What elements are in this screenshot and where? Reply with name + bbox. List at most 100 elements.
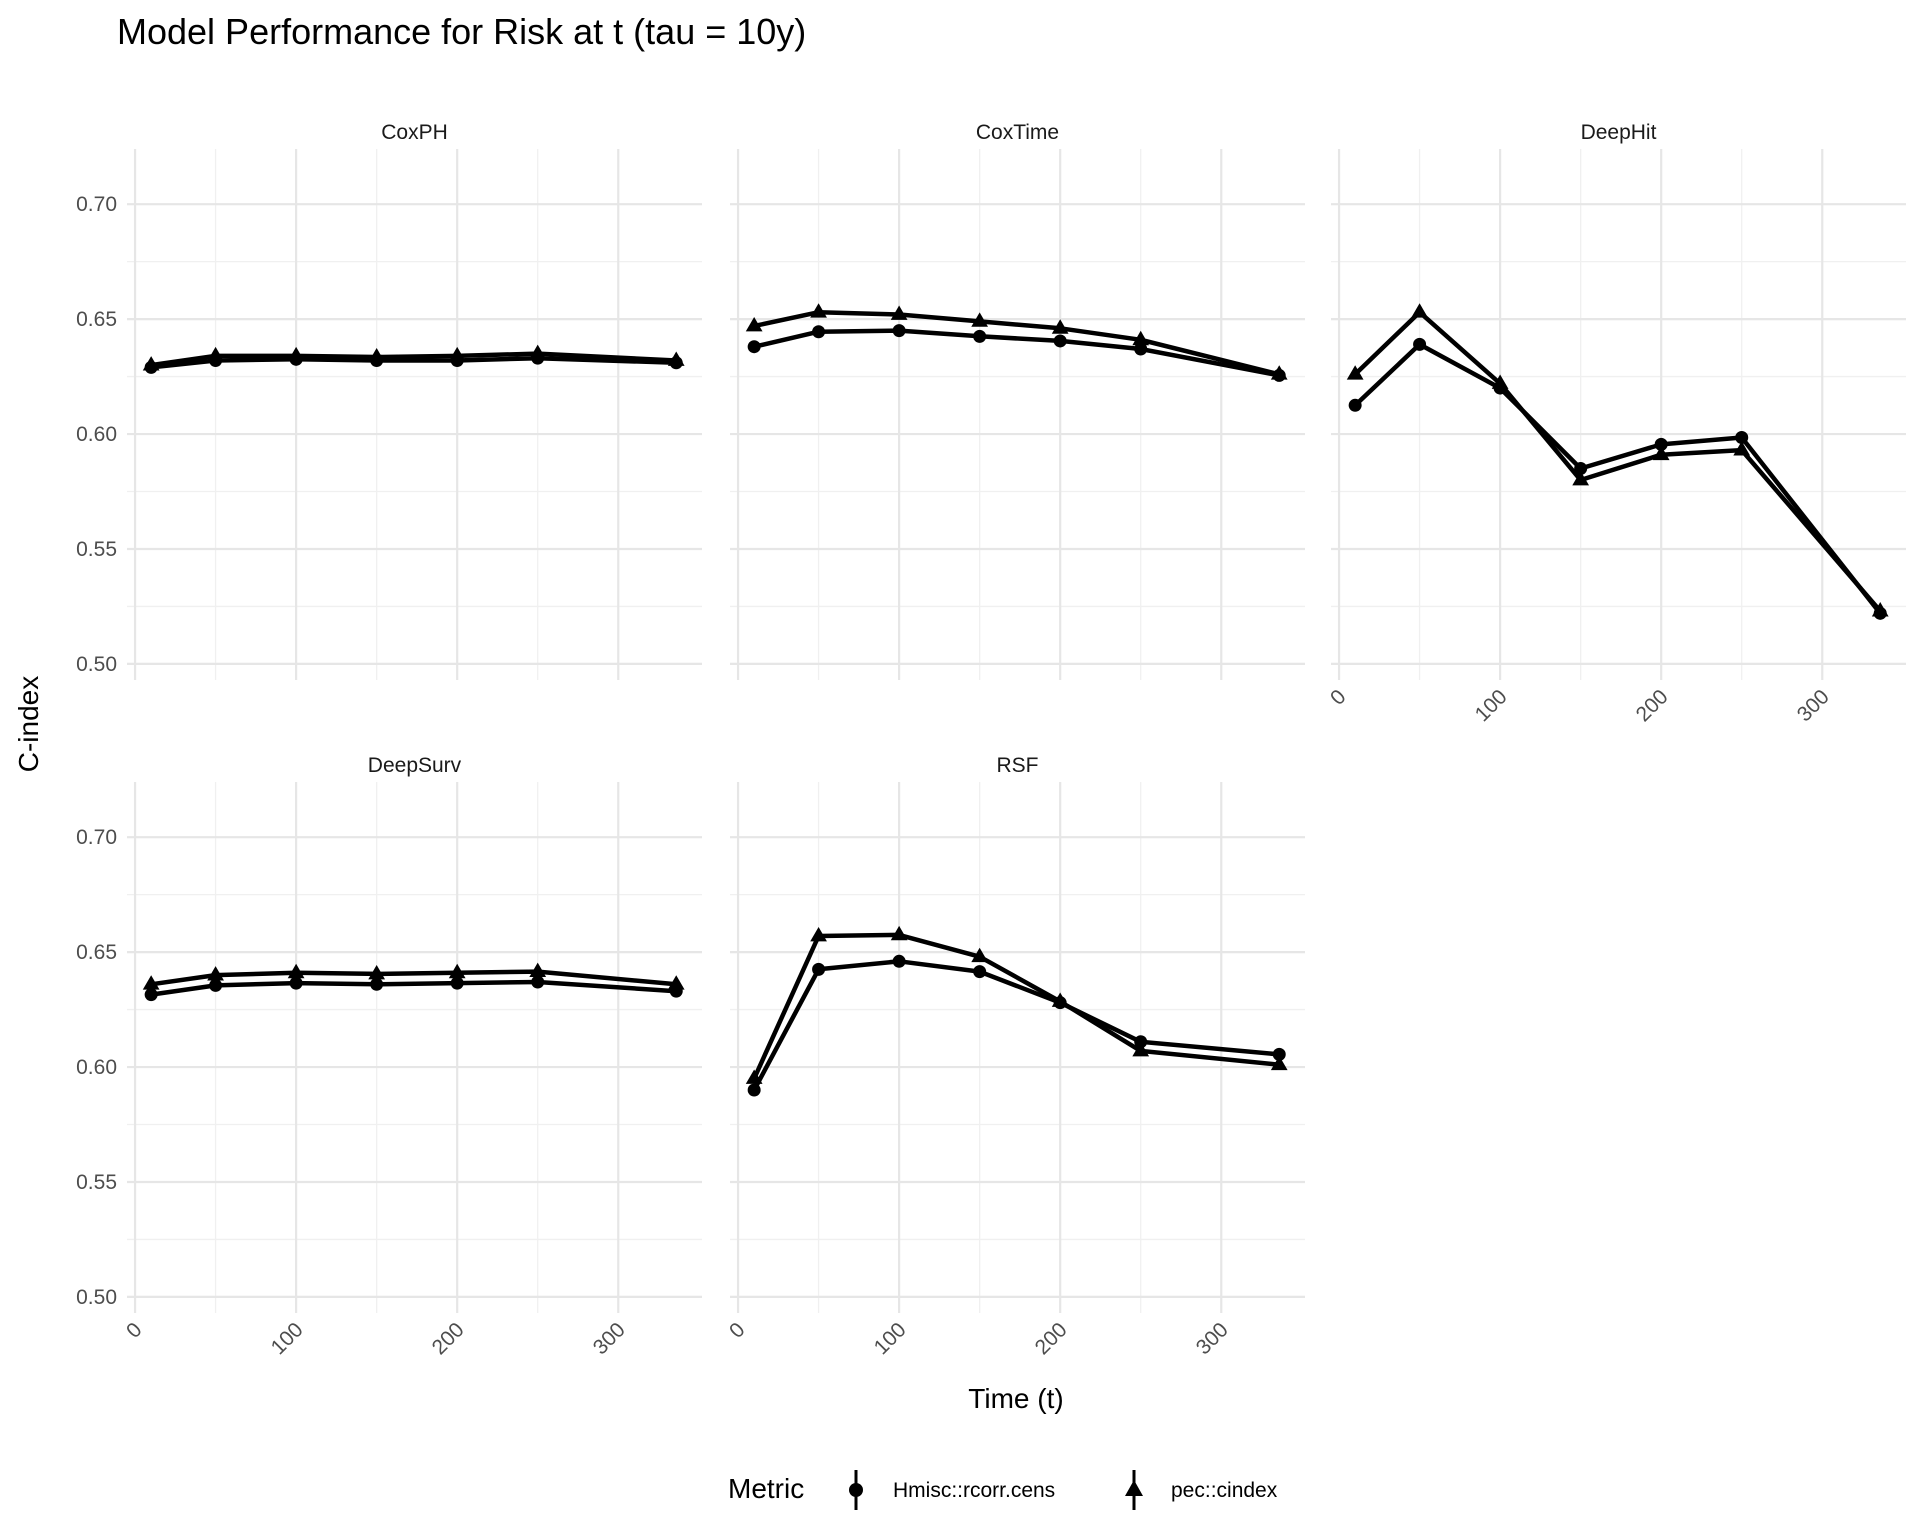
point-pec-cindex [667, 975, 685, 990]
point-hmisc-rcorr-cens [531, 975, 545, 989]
strip-label: DeepHit [1581, 121, 1657, 144]
y-tick-label: 0.70 [76, 193, 117, 216]
point-pec-cindex [1411, 303, 1428, 318]
series-line-pec-cindex [753, 309, 1280, 377]
point-pec-cindex [448, 963, 466, 979]
point-pec-cindex [1491, 374, 1509, 389]
series-line-pec-cindex [752, 932, 1280, 1080]
y-tick-label: 0.65 [76, 941, 117, 964]
point-hmisc-rcorr-cens [1272, 1047, 1286, 1061]
point-pec-cindex [1132, 330, 1150, 346]
point-hmisc-rcorr-cens [892, 954, 906, 968]
point-pec-cindex [745, 317, 763, 332]
point-pec-cindex [667, 351, 685, 366]
point-hmisc-rcorr-cens [1574, 462, 1588, 476]
x-tick-label: 200 [1031, 1318, 1072, 1359]
x-tick-label: 0 [1326, 685, 1351, 710]
point-pec-cindex [1270, 365, 1288, 380]
point-pec-cindex [971, 312, 989, 327]
point-hmisc-rcorr-cens [1735, 430, 1749, 444]
y-tick-label: 0.50 [76, 1286, 117, 1309]
point-hmisc-rcorr-cens [209, 978, 223, 992]
point-hmisc-rcorr-cens [144, 988, 158, 1002]
point-hmisc-rcorr-cens [289, 976, 303, 990]
point-pec-cindex [368, 348, 386, 363]
point-pec-cindex [1871, 602, 1889, 617]
point-hmisc-rcorr-cens [1654, 437, 1668, 451]
y-axis-title: C-index [13, 676, 44, 772]
point-pec-cindex [745, 1069, 763, 1084]
point-pec-cindex [1572, 471, 1590, 486]
point-pec-cindex [971, 947, 989, 963]
point-pec-cindex [890, 925, 908, 941]
point-pec-cindex [1051, 992, 1069, 1007]
strip-label: DeepSurv [368, 754, 462, 777]
point-pec-cindex [810, 303, 827, 318]
point-hmisc-rcorr-cens [1134, 342, 1148, 356]
strip-label: RSF [997, 754, 1039, 777]
strip-label: CoxPH [381, 121, 448, 144]
series-line-pec-cindex [1353, 309, 1882, 613]
point-pec-cindex [1132, 1041, 1150, 1057]
point-hmisc-rcorr-cens [892, 324, 906, 338]
point-hmisc-rcorr-cens [812, 325, 826, 339]
legend-label-hmisc: Hmisc::rcorr.cens [893, 1479, 1055, 1502]
panel-coxph: CoxPH 0.50 0.55 0.60 0.65 0.70 [76, 121, 702, 680]
panel-deepsurv: DeepSurv 0.50 0.55 0.60 0.65 0.70 0 100 200 300 [76, 754, 702, 1359]
legend-key-triangle [1125, 1480, 1143, 1496]
point-hmisc-rcorr-cens [370, 977, 384, 991]
series-line-hmisc-rcorr-cens [150, 355, 677, 370]
x-tick-label: 200 [428, 1318, 469, 1359]
x-tick-label: 100 [1471, 685, 1512, 726]
x-tick-label: 300 [589, 1318, 630, 1359]
point-hmisc-rcorr-cens [1413, 337, 1427, 351]
panel-deephit: DeepHit 0 100 200 300 [1326, 121, 1906, 726]
y-tick-label: 0.55 [76, 538, 117, 561]
point-pec-cindex [287, 346, 305, 362]
panels: CoxPH 0.50 0.55 0.60 0.65 0.70 CoxTime DeepHit 0… [76, 121, 1906, 1359]
x-tick-label: 300 [1793, 685, 1834, 726]
x-tick-label: 100 [267, 1318, 308, 1359]
legend-label-pec: pec::cindex [1171, 1479, 1278, 1502]
y-tick-label: 0.55 [76, 1171, 117, 1194]
point-pec-cindex [207, 966, 224, 981]
x-tick-label: 300 [1192, 1318, 1233, 1359]
legend-title: Metric [728, 1473, 804, 1504]
point-hmisc-rcorr-cens [973, 329, 987, 343]
x-axis-title: Time (t) [968, 1383, 1063, 1414]
panel-rsf: RSF 0 100 200 300 [725, 754, 1305, 1359]
point-pec-cindex [529, 962, 547, 978]
point-hmisc-rcorr-cens [747, 340, 761, 354]
series-line-hmisc-rcorr-cens [150, 979, 677, 997]
point-hmisc-rcorr-cens [1134, 1035, 1148, 1049]
x-tick-label: 100 [870, 1318, 911, 1359]
point-hmisc-rcorr-cens [973, 965, 987, 979]
point-pec-cindex [448, 346, 466, 362]
strip-label: CoxTime [976, 121, 1059, 144]
y-tick-label: 0.60 [76, 423, 117, 446]
y-tick-label: 0.50 [76, 653, 117, 676]
legend-key-circle [849, 1483, 863, 1497]
series-line-hmisc-rcorr-cens [1353, 342, 1882, 615]
chart-title: Model Performance for Risk at t (tau = 1… [117, 11, 806, 52]
legend-keys [849, 1470, 1143, 1510]
legend: Metric Hmisc::rcorr.cens pec::cindex [728, 1470, 1278, 1510]
y-tick-label: 0.60 [76, 1056, 117, 1079]
point-pec-cindex [207, 346, 224, 362]
point-pec-cindex [529, 344, 547, 359]
point-pec-cindex [287, 963, 305, 979]
point-pec-cindex [1346, 365, 1364, 380]
y-tick-label: 0.70 [76, 826, 117, 849]
point-pec-cindex [1652, 445, 1670, 461]
point-pec-cindex [1270, 1055, 1288, 1071]
point-hmisc-rcorr-cens [1348, 398, 1362, 412]
point-pec-cindex [368, 964, 386, 980]
point-pec-cindex [890, 305, 908, 320]
x-tick-label: 0 [122, 1318, 147, 1343]
x-tick-label: 200 [1632, 685, 1673, 726]
point-hmisc-rcorr-cens [1053, 334, 1067, 348]
point-pec-cindex [1733, 441, 1751, 456]
x-tick-label: 0 [725, 1318, 750, 1343]
point-pec-cindex [142, 975, 160, 990]
